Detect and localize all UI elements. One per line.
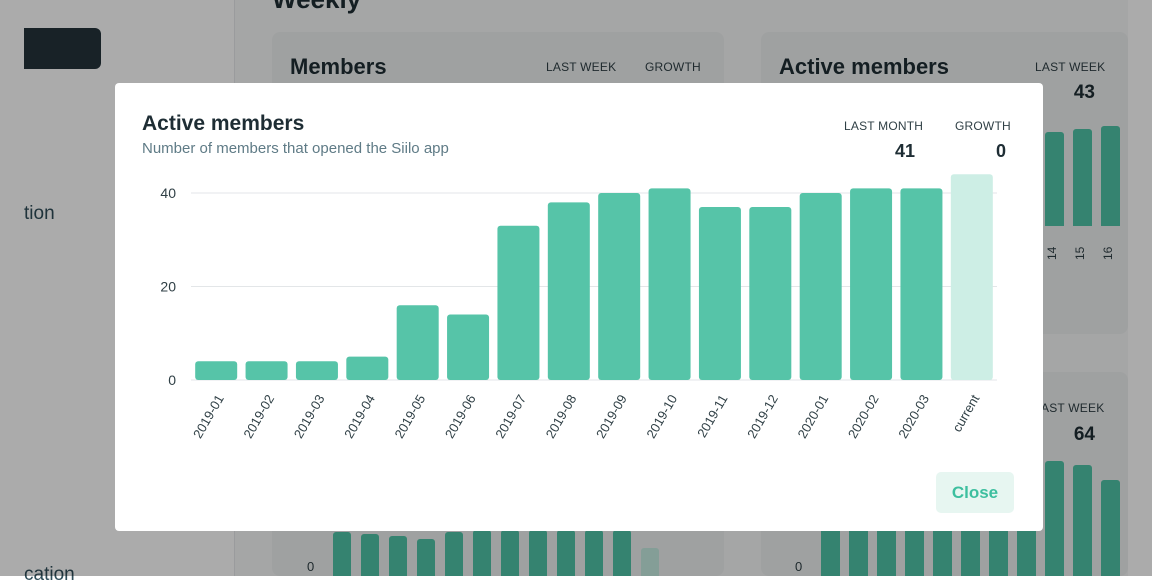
chart-bar[interactable] [598,193,641,380]
modal-subtitle: Number of members that opened the Siilo … [142,140,449,157]
card-title: Members [290,54,387,79]
x-tick-label: 2019-05 [391,392,428,441]
axis-zero-label: 0 [307,559,315,574]
growth-label: GROWTH [955,119,1011,133]
axis-zero-label: 0 [795,559,803,574]
x-tick-label: 2019-04 [341,392,378,441]
section-heading: Weekly [272,0,361,15]
last-week-label: LAST WEEK [1035,60,1106,74]
x-tick-label: 2020-02 [845,392,882,441]
chart-bar[interactable] [850,188,893,380]
growth-value: 0 [995,141,1006,161]
x-tick-label: current [949,392,982,435]
x-tick-label: 2019-02 [240,392,277,441]
last-week-value: 64 [1073,424,1095,445]
x-tick-label: 2019-07 [492,392,529,441]
chart-bar [557,530,575,576]
chart-bar [1073,129,1092,226]
chart-bar[interactable] [447,314,490,380]
x-tick-label: 2020-01 [794,392,831,441]
card-title: Active members [779,54,949,79]
chart-bar [849,527,868,576]
y-tick-label: 40 [160,185,176,201]
chart-bar [989,527,1008,576]
chart-bar [641,548,659,576]
chart-bar[interactable] [799,193,842,380]
y-tick-label: 20 [160,279,176,295]
x-tick-label: 2019-03 [291,392,328,441]
last-week-label: LAST WEEK [546,60,617,74]
chart-bar [961,527,980,576]
x-tick-label: 2019-11 [694,392,730,440]
chart-bar [445,532,463,576]
chart-bar [585,530,603,576]
chart-bar[interactable] [547,202,590,380]
chart-bar[interactable] [698,207,741,380]
chart-bar [473,530,491,576]
chart-bar [1101,480,1120,576]
chart-bar [821,527,840,576]
last-month-label: LAST MONTH [844,119,924,133]
last-week-value: 43 [1073,82,1095,103]
chart-bar[interactable] [749,207,792,380]
chart-bar [905,527,924,576]
chart-bar[interactable] [950,174,993,380]
chart-bar [1101,126,1120,226]
x-tick-label: 2019-09 [593,392,630,441]
chart-bar[interactable] [396,305,439,380]
chart-bar[interactable] [346,356,389,380]
chart-bar [613,530,631,576]
x-tick-label: 2020-03 [895,392,932,441]
y-tick-label: 0 [168,372,176,388]
close-button[interactable]: Close [936,472,1014,513]
chart-bar [1045,132,1064,226]
chart-bar[interactable] [900,188,943,380]
chart-bar[interactable] [648,188,691,380]
chart-bar [333,532,351,576]
chart-bar[interactable] [195,361,238,380]
chart-bar [501,530,519,576]
chart-bar [877,527,896,576]
x-tick-label: 2019-01 [190,392,227,441]
chart-bar[interactable] [295,361,338,380]
chart-bar [361,534,379,576]
chart-bar[interactable] [497,225,540,380]
chart-bar [1073,465,1092,576]
chart-bar [529,530,547,576]
active-members-modal: Active members Number of members that op… [115,83,1043,531]
x-tick-label: 2019-10 [643,392,680,441]
x-tick-label: 2019-12 [744,392,781,441]
last-week-label: AST WEEK [1041,401,1105,415]
modal-title: Active members [142,112,305,135]
chart-bar[interactable] [245,361,288,380]
sidebar-primary-button[interactable] [24,28,101,69]
x-tick-label: 2019-08 [543,392,580,441]
active-members-chart: 0 20 40 2019-01 2019-02 2019-03 2019-04 2019-05… [160,174,997,441]
chart-bar [1045,461,1064,576]
chart-bar [1017,527,1036,576]
chart-bar [389,536,407,576]
last-month-value: 41 [894,141,915,161]
chart-bar [417,539,435,576]
growth-label: GROWTH [645,60,701,74]
x-tick-label: 2019-06 [442,392,479,441]
chart-bar [933,527,952,576]
sidebar-item[interactable]: tion [24,203,55,224]
